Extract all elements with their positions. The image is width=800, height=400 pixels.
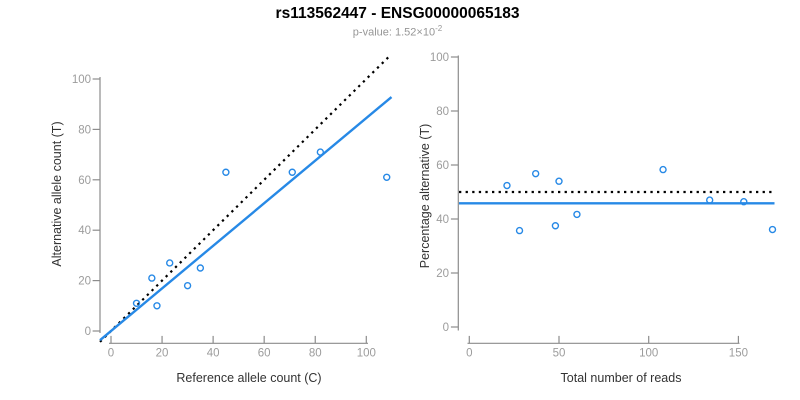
plot-title: rs113562447 - ENSG00000065183 bbox=[275, 5, 520, 22]
left-x-tick-label: 80 bbox=[309, 348, 322, 360]
left-data-point bbox=[153, 302, 161, 310]
right-y-tick-label: 80 bbox=[436, 106, 449, 118]
left-data-point bbox=[288, 168, 296, 176]
left-x-tick-label: 40 bbox=[207, 348, 220, 360]
right-data-point bbox=[740, 198, 748, 206]
left-y-tick-label: 100 bbox=[72, 74, 91, 86]
right-x-tick-label: 100 bbox=[639, 348, 658, 360]
right-y-tick-label: 20 bbox=[436, 268, 449, 280]
right-data-point bbox=[531, 169, 540, 178]
right-y-tick-label: 60 bbox=[436, 160, 449, 172]
left-data-point bbox=[166, 259, 174, 267]
left-x-tick-label: 100 bbox=[357, 348, 376, 360]
right-x-tick-label: 0 bbox=[466, 348, 472, 360]
left-x-axis-title: Reference allele count (C) bbox=[176, 371, 322, 385]
left-x-tick-label: 60 bbox=[258, 348, 271, 360]
right-y-tick-label: 0 bbox=[443, 322, 449, 334]
left-y-tick-label: 60 bbox=[78, 175, 91, 187]
right-data-point bbox=[573, 210, 581, 219]
left-data-point bbox=[196, 264, 205, 272]
right-x-tick-label: 50 bbox=[553, 348, 566, 360]
p-value-text: p-value: 1.52×10 bbox=[352, 26, 436, 39]
right-x-axis-title: Total number of reads bbox=[560, 371, 682, 385]
p-value-exponent: -2 bbox=[435, 24, 443, 33]
left-x-tick-label: 0 bbox=[108, 348, 114, 360]
identity-line bbox=[99, 54, 392, 343]
left-y-tick-label: 0 bbox=[85, 326, 91, 338]
right-data-point bbox=[705, 196, 714, 204]
left-x-tick-label: 20 bbox=[156, 348, 169, 360]
right-x-tick-label: 150 bbox=[729, 348, 748, 360]
right-y-tick-label: 100 bbox=[430, 52, 449, 64]
fit-line bbox=[99, 96, 393, 342]
left-y-tick-label: 80 bbox=[78, 124, 91, 136]
right-y-tick-label: 40 bbox=[436, 214, 449, 226]
right-data-point bbox=[515, 226, 524, 235]
right-data-point bbox=[659, 165, 667, 174]
left-data-point bbox=[316, 148, 325, 156]
right-data-point bbox=[555, 177, 563, 185]
left-data-point bbox=[148, 274, 156, 282]
left-y-tick-label: 20 bbox=[78, 276, 91, 288]
left-data-point bbox=[132, 299, 141, 307]
plot-subtitle: p-value: 1.52×10-2 bbox=[0, 24, 795, 39]
left-data-point bbox=[222, 168, 230, 176]
left-data-point bbox=[183, 281, 192, 290]
right-data-point bbox=[768, 225, 777, 234]
right-data-point bbox=[503, 181, 511, 190]
left-y-tick-label: 40 bbox=[78, 225, 91, 237]
right-y-axis-title: Percentage alternative (T) bbox=[418, 123, 432, 269]
left-y-axis-title: Alternative allele count (T) bbox=[50, 121, 64, 267]
right-data-point bbox=[551, 222, 560, 230]
left-data-point bbox=[383, 173, 391, 181]
